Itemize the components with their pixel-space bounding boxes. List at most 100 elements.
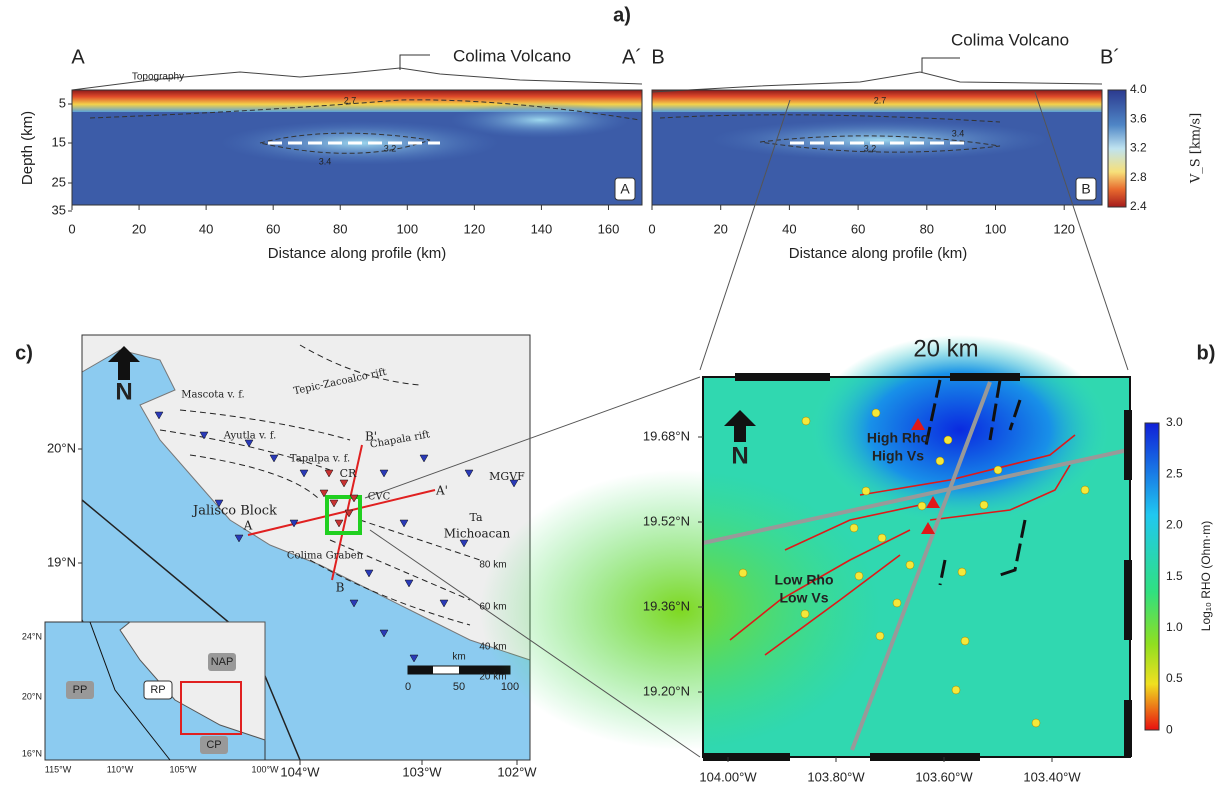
- tag-box: [614, 177, 636, 201]
- x-tick-label: 80: [920, 221, 934, 236]
- x-tick-label: 20: [713, 221, 727, 236]
- plate-box: [208, 653, 236, 671]
- stars: [738, 408, 1090, 728]
- x-tick-label: 105°W: [169, 764, 197, 774]
- x-tick-label: 104°W: [280, 764, 320, 779]
- x-tick-label: 103.60°W: [915, 769, 973, 784]
- profile-end: B´: [1100, 46, 1120, 68]
- panel-label: b): [1197, 342, 1216, 364]
- profile-end: A: [71, 46, 85, 68]
- study-area: [325, 495, 362, 535]
- scale-unit: km: [452, 652, 465, 663]
- fault: [923, 379, 1027, 586]
- topography: [651, 71, 1103, 93]
- plate-boundary: [89, 621, 171, 761]
- north-label: N: [115, 378, 132, 405]
- x-tick-label: 100: [396, 221, 418, 236]
- plate-label: RP: [150, 684, 165, 696]
- colorbar-label: Log₁₀ RHO (Ohm·m): [1199, 521, 1213, 631]
- x-tick-label: 80: [333, 221, 347, 236]
- x-tick-label: 160: [598, 221, 620, 236]
- contour-label: 2.7: [344, 95, 357, 105]
- y-tick-label: 5: [59, 95, 66, 110]
- depth-label: 40 km: [479, 642, 506, 653]
- x-tick-label: 60: [851, 221, 865, 236]
- axis-label: Depth (km): [19, 111, 36, 185]
- y-tick-label: 19.20°N: [643, 683, 690, 698]
- annotation: Low Vs: [779, 590, 828, 606]
- tag-box: [1075, 177, 1097, 201]
- panel-label: a): [613, 4, 631, 26]
- depth-label: 20 km: [479, 672, 506, 683]
- north-arrow: [724, 410, 756, 442]
- place-label: Ayutla v. f.: [223, 431, 277, 442]
- annotation: High Vs: [872, 448, 924, 464]
- scale-tick: 50: [453, 681, 465, 693]
- x-tick-label: 60: [266, 221, 280, 236]
- y-tick-label: 19.36°N: [643, 598, 690, 613]
- contour-label: 3.4: [319, 156, 332, 166]
- colorbar-tick: 2.4: [1130, 199, 1147, 213]
- x-tick-label: 0: [648, 221, 655, 236]
- topography: [71, 67, 643, 91]
- y-tick-label: 24°N: [22, 631, 42, 641]
- contour-label: 3.2: [864, 143, 877, 153]
- x-tick-label: 140: [531, 221, 553, 236]
- stations: [154, 411, 519, 663]
- profile-end: B: [651, 46, 664, 68]
- y-tick-label: 16°N: [22, 748, 42, 758]
- profile-line: [247, 489, 436, 536]
- x-tick-label: 104.00°W: [699, 769, 757, 784]
- colorbar: [1144, 422, 1160, 731]
- place-label: Michoacan: [444, 527, 511, 541]
- x-tick-label: 120: [1053, 221, 1075, 236]
- x-tick-label: 103.80°W: [807, 769, 865, 784]
- y-tick-label: 20°N: [47, 440, 76, 455]
- north-arrow: [108, 346, 140, 380]
- axis-label: Distance along profile (km): [789, 245, 967, 262]
- rho-high: [810, 335, 1110, 525]
- rho-low: [480, 470, 880, 750]
- place-label: Jalisco Block: [191, 504, 277, 519]
- contour-label: 2.7: [874, 95, 887, 105]
- profile-label: B': [365, 430, 377, 444]
- x-tick-label: 20: [132, 221, 146, 236]
- colorbar-tick: 0: [1166, 722, 1173, 736]
- inset-box: [180, 681, 242, 735]
- scale-tick: 0: [405, 681, 411, 693]
- y-tick-label: 35: [52, 202, 66, 217]
- x-tick-label: 0: [68, 221, 75, 236]
- section-tag: B: [1081, 181, 1090, 197]
- y-tick-label: 19.52°N: [643, 513, 690, 528]
- x-tick-label: 40: [782, 221, 796, 236]
- vs-shallow: [652, 90, 1102, 112]
- slab-contour: [159, 344, 481, 626]
- colorbar-tick: 3.0: [1166, 415, 1183, 429]
- volcano-label: Colima Volcano: [453, 46, 571, 65]
- volcano-label: Colima Volcano: [951, 30, 1069, 49]
- x-tick-label: 103.40°W: [1023, 769, 1081, 784]
- connector: [364, 91, 1129, 758]
- colorbar-tick: 1.0: [1166, 620, 1183, 634]
- annotation: High Rho: [867, 430, 929, 446]
- colorbar-tick: 2.8: [1130, 170, 1147, 184]
- plate-box: [143, 680, 173, 700]
- colorbar-tick: 3.6: [1130, 111, 1147, 125]
- x-tick-label: 100°W: [251, 764, 279, 774]
- contour: [89, 99, 1001, 154]
- profile-label: B: [336, 581, 345, 595]
- colorbar-tick: 1.5: [1166, 569, 1183, 583]
- profile-line: [850, 381, 992, 751]
- colorbar-tick: 4.0: [1130, 82, 1147, 96]
- x-tick-label: 110°W: [107, 764, 134, 774]
- depth-label: 80 km: [479, 560, 506, 571]
- panel-label: c): [15, 342, 33, 364]
- x-tick-label: 115°W: [45, 764, 72, 774]
- y-tick-label: 25: [52, 174, 66, 189]
- scalebar: [459, 666, 510, 674]
- colorbar: [1107, 89, 1127, 208]
- annotation: Low Rho: [774, 572, 833, 588]
- frame-ticks: [703, 373, 1132, 761]
- y-tick-label: 15: [52, 134, 66, 149]
